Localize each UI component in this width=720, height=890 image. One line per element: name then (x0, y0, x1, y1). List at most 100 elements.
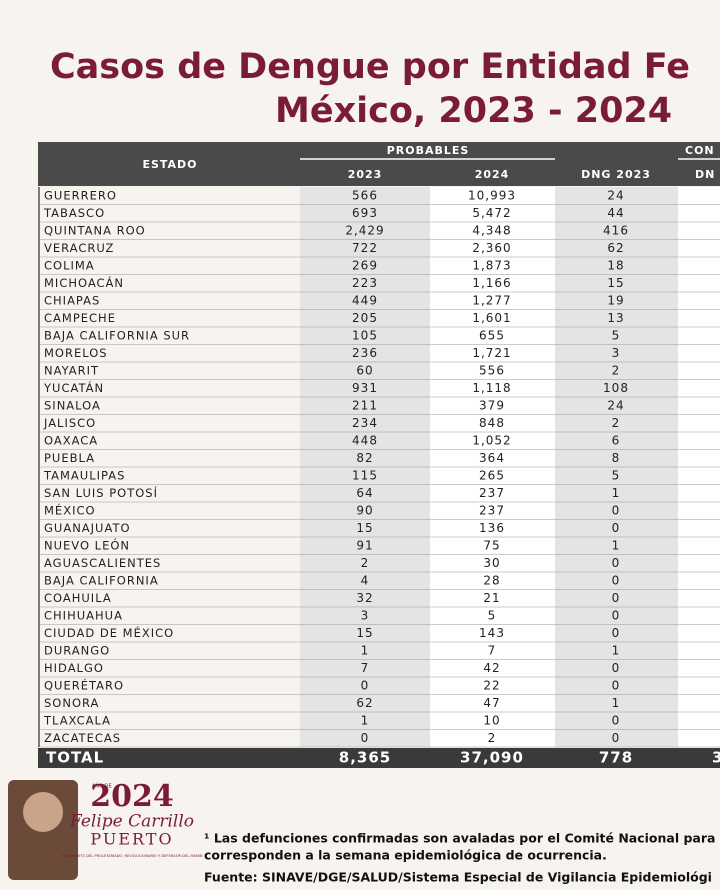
table-header (38, 142, 720, 186)
cell: 205 (352, 311, 378, 325)
cell: 75 (483, 538, 500, 552)
cell: 3 (612, 346, 621, 360)
cell: 24 (607, 398, 624, 412)
table-body: GUERRERO 566 10,993 24 TABASCO 693 5,472 44 QUIN… (38, 187, 720, 748)
portrait-face (23, 792, 63, 832)
cell: 556 (479, 363, 505, 377)
state-name: COAHUILA (44, 591, 112, 605)
cell: 236 (352, 346, 378, 360)
cell: 2,429 (345, 223, 384, 237)
state-name: BAJA CALIFORNIA SUR (44, 328, 190, 342)
cell: 0 (361, 731, 370, 745)
total-label: TOTAL (46, 749, 104, 767)
cell: 0 (612, 573, 621, 587)
logo-year: 2024 (90, 779, 174, 814)
cell: 1 (612, 696, 621, 710)
cell: 1,873 (472, 258, 511, 272)
cell: 2 (488, 731, 497, 745)
cell: 566 (352, 188, 378, 202)
cell: 364 (479, 451, 505, 465)
cell: 30 (483, 556, 500, 570)
cell: 237 (479, 503, 505, 517)
cell: 2 (612, 416, 621, 430)
state-name: MORELOS (44, 346, 108, 360)
group-header: CON (685, 144, 715, 157)
cell: 8 (612, 451, 621, 465)
state-name: GUERRERO (44, 188, 117, 202)
cell: 234 (352, 416, 378, 430)
cell: 0 (612, 678, 621, 692)
cell: 0 (612, 626, 621, 640)
state-name: OAXACA (44, 433, 98, 447)
state-name: JALISCO (43, 416, 96, 430)
cell: 449 (352, 293, 378, 307)
cell: 143 (479, 626, 505, 640)
state-name: MICHOACÁN (44, 275, 124, 290)
cell: 2 (612, 363, 621, 377)
cell: 91 (356, 538, 373, 552)
cell: 5,472 (472, 206, 511, 220)
cell: 64 (356, 486, 373, 500)
cell: 211 (352, 398, 378, 412)
cell: 4,348 (472, 223, 511, 237)
cell: 10,993 (468, 188, 516, 202)
logo-name1: Felipe Carrillo (69, 812, 194, 832)
state-name: PUEBLA (44, 451, 95, 465)
state-name: TABASCO (43, 206, 105, 220)
cell: 90 (356, 503, 373, 517)
cell: 237 (479, 486, 505, 500)
total-cell: 778 (599, 749, 633, 767)
logo-motto: BENEMÉRITO DEL PROLETARIADO, REVOLUCIONA… (62, 853, 204, 858)
state-name: DURANGO (44, 643, 110, 657)
cell: 15 (356, 626, 373, 640)
state-name: MÉXICO (44, 502, 96, 517)
cell: 1,118 (472, 381, 511, 395)
cell: 1 (612, 538, 621, 552)
cell: 18 (607, 258, 624, 272)
cell: 6 (612, 433, 621, 447)
cell: 693 (352, 206, 378, 220)
source: Fuente: SINAVE/DGE/SALUD/Sistema Especia… (204, 870, 712, 885)
state-name: CIUDAD DE MÉXICO (44, 625, 174, 640)
cell: 5 (612, 328, 621, 342)
cell: 19 (607, 293, 624, 307)
cell: 722 (352, 241, 378, 255)
state-name: CHIHUAHUA (44, 608, 123, 622)
footnote: corresponden a la semana epidemiológica … (204, 848, 607, 863)
cell: 42 (483, 661, 500, 675)
cell: 24 (607, 188, 624, 202)
cell: 22 (483, 678, 500, 692)
cell: 115 (352, 468, 378, 482)
cell: 379 (479, 398, 505, 412)
cell: 223 (352, 276, 378, 290)
state-name: AGUASCALIENTES (44, 556, 161, 570)
state-name: QUINTANA ROO (44, 223, 146, 237)
cell: 5 (488, 608, 497, 622)
title-line2: México, 2023 - 2024 (275, 91, 672, 131)
column-header: 2024 (475, 168, 510, 181)
cell: 2,360 (472, 241, 511, 255)
cell: 0 (612, 591, 621, 605)
cell: 105 (352, 328, 378, 342)
cell: 0 (612, 713, 621, 727)
state-name: CAMPECHE (44, 311, 116, 325)
cell: 44 (607, 206, 624, 220)
cell: 15 (356, 521, 373, 535)
cell: 269 (352, 258, 378, 272)
cell: 0 (361, 678, 370, 692)
column-header: 2023 (348, 168, 383, 181)
cell: 136 (479, 521, 505, 535)
cell: 7 (488, 643, 497, 657)
cell: 32 (356, 591, 373, 605)
column-header: DNG 2023 (581, 168, 651, 181)
cell: 82 (356, 451, 373, 465)
cell: 15 (607, 276, 624, 290)
cell: 3 (361, 608, 370, 622)
column-header: ESTADO (142, 158, 197, 171)
cell: 108 (603, 381, 629, 395)
cell: 47 (483, 696, 500, 710)
cell: 21 (483, 591, 500, 605)
state-name: GUANAJUATO (44, 521, 131, 535)
cell: 0 (612, 556, 621, 570)
column-header: DN (695, 168, 715, 181)
